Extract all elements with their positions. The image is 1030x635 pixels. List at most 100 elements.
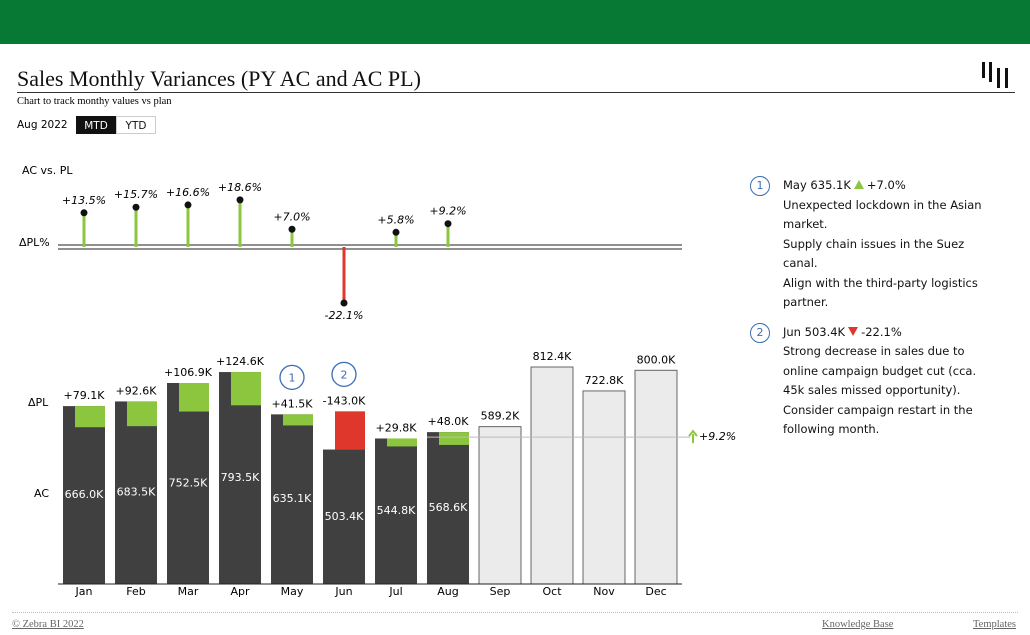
x-tick-label: Mar (178, 585, 199, 598)
note: 1 May 635.1K +7.0% Unexpected lockdown in… (750, 176, 990, 313)
variance-arrow (688, 429, 698, 444)
tab[interactable]: YTD (116, 116, 156, 134)
annotation-label: 2 (341, 368, 348, 381)
variance-bar (127, 401, 157, 427)
plan-label: 812.4K (533, 350, 572, 363)
dot (236, 196, 244, 204)
footer-rule (12, 612, 1018, 613)
note-line: Unexpected lockdown in the Asian market. (783, 197, 982, 232)
variance-label: +124.6K (216, 355, 265, 368)
variance-label: +41.5K (272, 397, 314, 410)
variance-bar (179, 382, 209, 412)
value-label: +16.6% (166, 186, 210, 199)
variance-bar (283, 414, 313, 426)
subtitle: Chart to track monthy values vs plan (17, 96, 172, 107)
note-headline: May 635.1K (783, 178, 851, 192)
ac-label: 544.8K (377, 504, 416, 517)
variance-label: +92.6K (116, 384, 158, 397)
chart-title: AC vs. PL (22, 164, 73, 177)
total-variance: +9.2% (699, 430, 736, 443)
direction-icon (853, 180, 864, 189)
title-rule (17, 92, 1015, 93)
x-tick-label: Jun (334, 585, 352, 598)
value-label: +7.0% (273, 210, 310, 223)
period: Aug 2022 (17, 119, 68, 131)
chart: AC vs. PL ΔPL% +13.5% +15.7% +16.6% +18.6% +7.… (19, 164, 736, 598)
note-line: Align with the third-party logistics par… (783, 275, 978, 310)
value-label: +5.8% (377, 213, 414, 226)
x-tick-label: Sep (490, 585, 511, 598)
row-label: ΔPL (28, 396, 49, 409)
note-number: 1 (750, 176, 770, 196)
notes: 1 May 635.1K +7.0% Unexpected lockdown in… (750, 176, 990, 450)
variance-label: -143.0K (323, 394, 366, 407)
annotation-circle (331, 361, 357, 387)
value-label: +18.6% (218, 181, 262, 194)
plan-label: 589.2K (481, 410, 520, 423)
ac-bar (427, 432, 469, 584)
annotation-circle (279, 364, 305, 391)
dot (132, 203, 140, 211)
plan-bar (634, 369, 678, 585)
dot (392, 228, 400, 236)
x-tick-label: Nov (593, 585, 615, 598)
logo (982, 62, 1008, 88)
note: 2 Jun 503.4K -22.1% Strong decrease in sa… (750, 322, 990, 440)
ac-bar (323, 449, 365, 584)
tab[interactable]: MTD (76, 116, 116, 134)
variance-bar (231, 372, 261, 406)
ac-bar (271, 414, 313, 584)
ac-bar (219, 372, 261, 584)
plan-bar (478, 426, 522, 585)
note-number: 2 (750, 322, 770, 343)
link[interactable]: Knowledge Base (822, 619, 894, 630)
direction-icon (848, 326, 859, 336)
x-tick-label: Aug (437, 585, 458, 598)
x-tick-label: Jan (75, 585, 93, 598)
ac-label: 503.4K (325, 510, 364, 523)
variance-bar (439, 432, 469, 445)
annotation-label: 1 (289, 371, 296, 384)
top-bar (0, 0, 1030, 44)
value-label: +13.5% (62, 194, 106, 207)
link[interactable]: Templates (973, 619, 1016, 630)
value-label: -22.1% (325, 309, 364, 322)
x-tick-label: Dec (645, 585, 666, 598)
ac-label: 793.5K (221, 471, 260, 484)
note-headline: Jun 503.4K (783, 324, 846, 339)
x-tick-label: May (281, 585, 304, 598)
variance-label: +48.0K (428, 415, 470, 428)
ac-bar (167, 382, 209, 584)
ac-bar (63, 406, 105, 584)
plan-bar (582, 390, 626, 585)
variance-bar (75, 406, 105, 428)
x-tick-label: Feb (126, 585, 145, 598)
x-tick-label: Jul (388, 585, 402, 598)
note-line: Supply chain issues in the Suez canal. (783, 236, 965, 271)
variance-label: +106.9K (164, 366, 213, 379)
axis-label: ΔPL% (19, 236, 50, 249)
note-line: Strong decrease in sales due to online c… (783, 344, 977, 397)
variance-label: +79.1K (64, 389, 106, 402)
variance-label: +29.8K (376, 421, 418, 434)
ac-bar (115, 401, 157, 584)
variance-bar (387, 438, 417, 447)
note-change: +7.0% (866, 178, 906, 192)
value-label: +15.7% (114, 188, 158, 201)
dot (444, 220, 452, 228)
dot (80, 209, 88, 217)
copyright: © Zebra BI 2022 (12, 619, 84, 630)
row-label: AC (34, 487, 49, 500)
note-change: -22.1% (861, 324, 902, 339)
ac-label: 666.0K (65, 488, 104, 501)
title: Sales Monthly Variances (PY AC and AC PL… (17, 66, 421, 91)
ac-label: 635.1K (273, 492, 312, 505)
plan-bar (530, 366, 574, 585)
x-tick-label: Oct (542, 585, 562, 598)
dot (184, 201, 192, 209)
note-line: Consider campaign restart in the followi… (783, 402, 973, 437)
variance-bar (335, 411, 365, 450)
x-tick-label: Apr (230, 585, 250, 598)
value-label: +9.2% (429, 205, 466, 218)
